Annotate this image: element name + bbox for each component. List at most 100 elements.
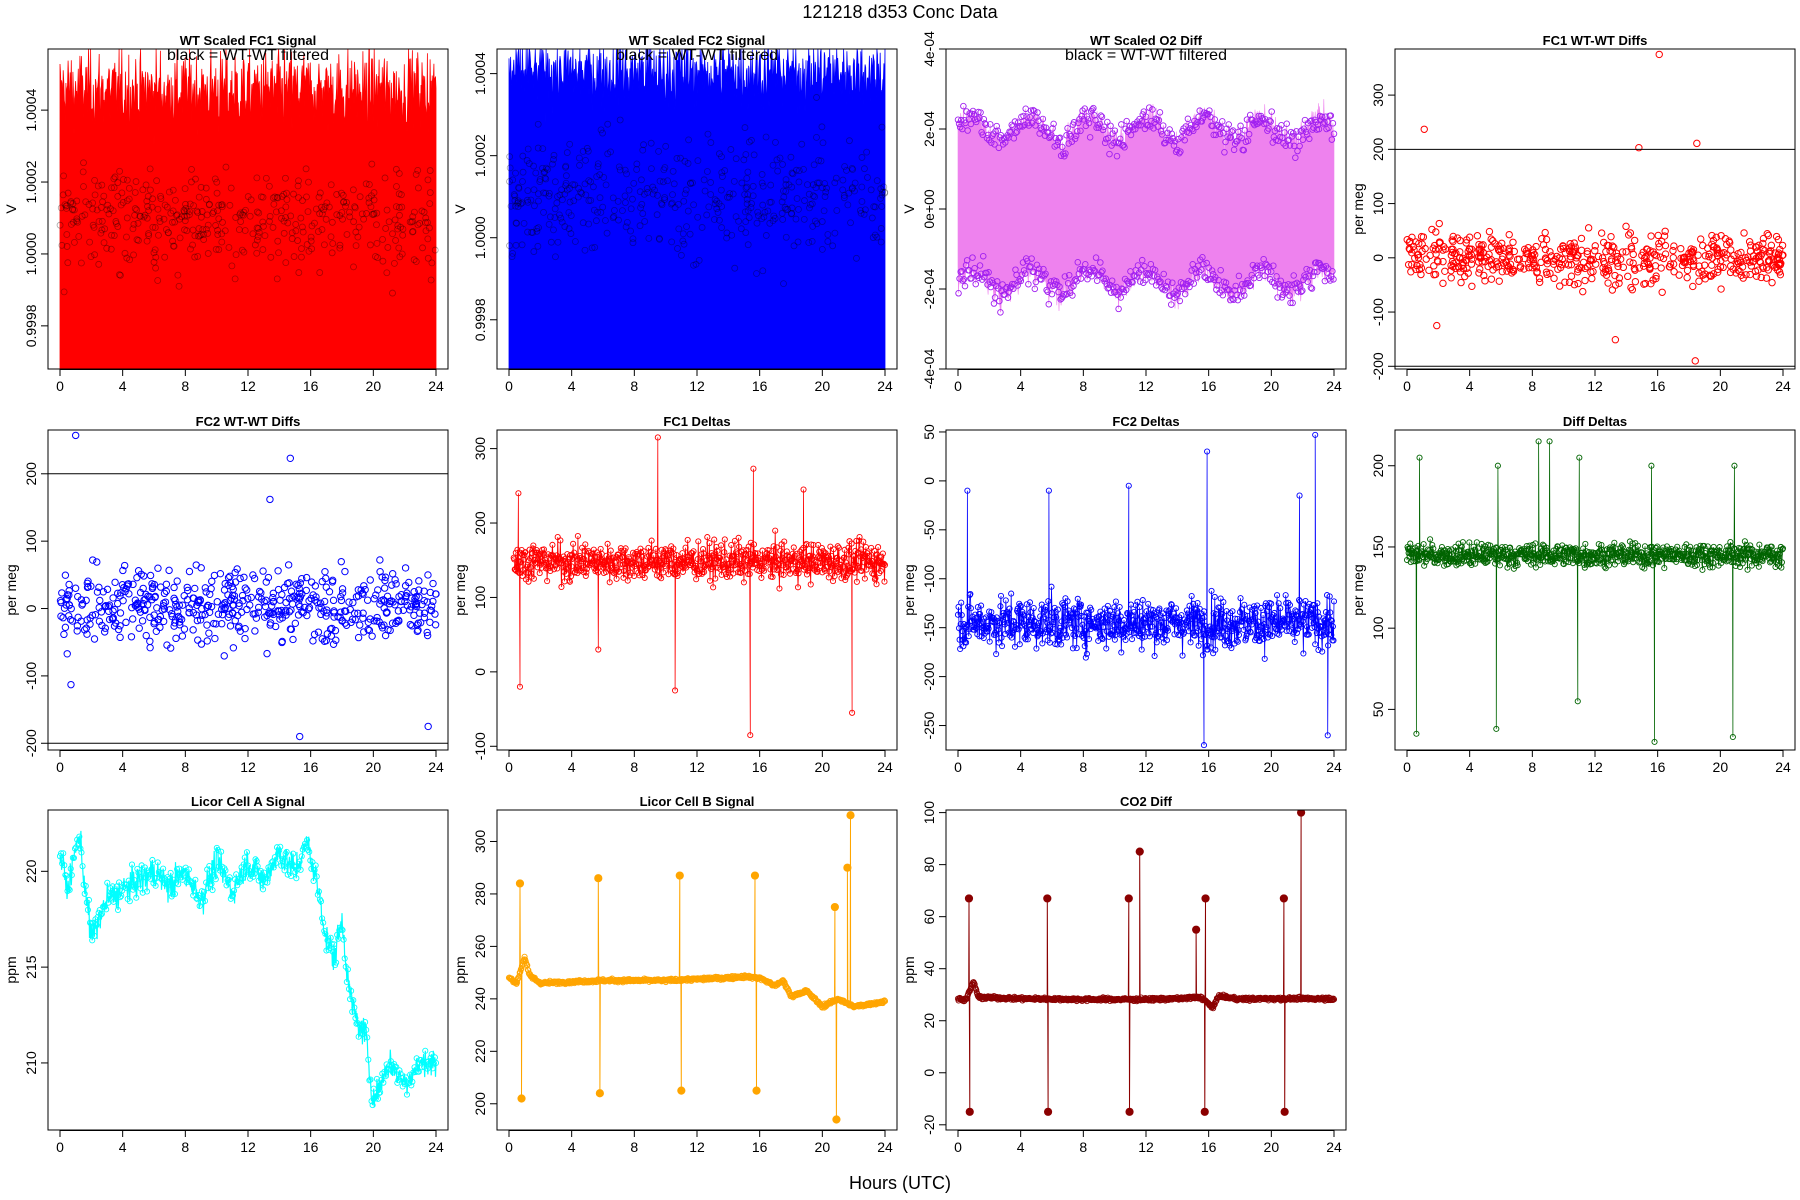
data-point xyxy=(1083,650,1090,657)
data-point xyxy=(412,171,420,178)
data-point xyxy=(1562,544,1570,551)
data-point xyxy=(585,177,593,185)
data-point xyxy=(154,205,162,213)
data-point xyxy=(1330,598,1338,605)
data-point xyxy=(1550,260,1558,268)
data-point xyxy=(203,621,211,629)
data-point xyxy=(704,534,711,541)
data-point xyxy=(1055,633,1063,640)
data-point xyxy=(1324,732,1331,739)
data-point xyxy=(1293,629,1300,636)
data-point xyxy=(392,203,400,211)
data-point xyxy=(964,487,971,494)
data-point xyxy=(1153,639,1160,646)
data-point xyxy=(1561,249,1570,257)
data-point xyxy=(1708,231,1716,240)
data-point xyxy=(145,230,152,237)
y-tick-label: 1.0004 xyxy=(23,89,39,132)
data-point xyxy=(1215,604,1222,611)
data-point xyxy=(788,183,796,191)
data-point xyxy=(1533,269,1541,277)
y-tick-label: 0 xyxy=(23,604,39,612)
data-point xyxy=(1612,249,1621,257)
data-point xyxy=(851,187,858,195)
data-point xyxy=(1535,278,1544,286)
data-point xyxy=(329,240,337,247)
data-point xyxy=(772,527,779,534)
data-point xyxy=(351,204,359,212)
data-point xyxy=(1103,645,1110,652)
data-point xyxy=(133,573,141,582)
data-point xyxy=(1004,619,1012,626)
data-point xyxy=(727,573,734,580)
data-point xyxy=(408,622,416,630)
data-point xyxy=(775,565,782,572)
data-point xyxy=(1543,544,1550,551)
data-point xyxy=(233,565,241,573)
data-point xyxy=(1266,117,1273,124)
data-point xyxy=(1077,275,1085,282)
data-point xyxy=(881,189,889,197)
data-point xyxy=(1181,136,1188,144)
data-point xyxy=(373,617,381,625)
data-point xyxy=(1467,260,1476,268)
data-point xyxy=(506,153,514,161)
data-point xyxy=(111,605,119,614)
data-point xyxy=(1576,264,1584,272)
data-point xyxy=(173,212,180,220)
plot-area xyxy=(1403,50,1787,365)
y-axis-label: per meg xyxy=(452,564,468,615)
data-point xyxy=(965,633,972,640)
data-point xyxy=(1538,235,1546,243)
y-tick-label: -150 xyxy=(921,613,937,641)
data-point xyxy=(282,259,290,267)
data-point xyxy=(352,593,361,601)
data-point xyxy=(141,595,149,604)
data-point xyxy=(1058,641,1065,648)
data-point xyxy=(1089,615,1096,622)
data-point xyxy=(157,192,164,200)
data-point xyxy=(368,192,375,200)
data-point xyxy=(1305,272,1313,280)
data-point xyxy=(1026,113,1034,121)
x-tick-label: 12 xyxy=(689,759,705,775)
data-point xyxy=(1173,291,1180,299)
data-point xyxy=(89,199,97,207)
data-point xyxy=(1142,113,1150,120)
data-point xyxy=(1725,237,1733,245)
data-point xyxy=(285,594,294,603)
data-point xyxy=(639,210,647,217)
data-point xyxy=(150,619,158,628)
data-point xyxy=(329,596,338,605)
x-tick-label: 20 xyxy=(1264,378,1280,394)
data-point xyxy=(1464,247,1472,256)
data-point xyxy=(820,207,828,215)
data-point xyxy=(867,186,875,194)
plot-frame xyxy=(945,429,1347,751)
data-point xyxy=(845,189,853,197)
data-point xyxy=(420,609,429,617)
data-point xyxy=(341,567,349,576)
data-point xyxy=(296,593,305,601)
data-point xyxy=(143,237,151,245)
data-point xyxy=(215,215,223,223)
outlier-point xyxy=(296,732,304,741)
data-point xyxy=(813,220,821,228)
data-point xyxy=(822,567,829,574)
data-point xyxy=(607,547,614,554)
x-tick-label: 8 xyxy=(1079,378,1087,394)
data-point xyxy=(264,609,273,617)
data-point xyxy=(1675,271,1683,279)
data-point xyxy=(794,584,802,591)
data-point xyxy=(1228,128,1236,135)
data-point xyxy=(623,170,630,178)
data-point xyxy=(1232,282,1239,290)
data-point xyxy=(1014,282,1021,289)
data-point xyxy=(87,253,95,261)
data-point xyxy=(399,225,407,233)
data-point xyxy=(121,587,129,596)
panel-title: WT Scaled FC1 Signal xyxy=(180,33,317,48)
data-point xyxy=(1208,587,1215,594)
data-point xyxy=(1655,243,1663,251)
x-tick-label: 16 xyxy=(1650,378,1666,394)
